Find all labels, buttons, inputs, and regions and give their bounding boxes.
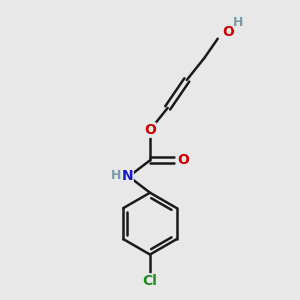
Text: O: O [144,123,156,137]
Text: H: H [111,169,122,182]
Text: N: N [122,169,133,183]
Text: H: H [233,16,244,29]
Text: O: O [222,25,234,39]
Text: Cl: Cl [142,274,158,288]
Text: O: O [178,153,190,167]
